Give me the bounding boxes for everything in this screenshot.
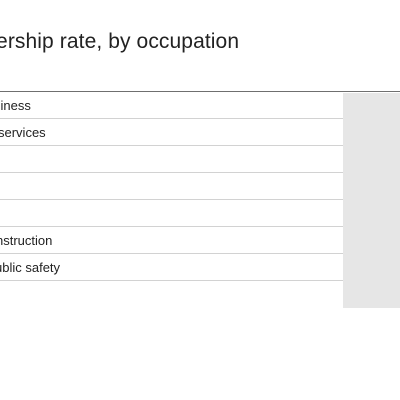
row-label: ublic safety (0, 260, 61, 275)
row-label: siness (0, 98, 31, 113)
table-row: ublic safety (0, 254, 343, 281)
table-row: nstruction (0, 227, 343, 254)
occupation-table: siness services nstruction ublic safety (0, 91, 400, 308)
table-row (0, 173, 343, 200)
row-label: nstruction (0, 233, 53, 248)
table-top-rule (0, 91, 400, 92)
table-row (0, 200, 343, 227)
table-row: services (0, 119, 343, 146)
page-title: wnership rate, by occupation (0, 30, 240, 53)
table-row (0, 146, 343, 173)
shaded-value-column (343, 93, 400, 308)
row-label: services (0, 125, 46, 140)
table-row: siness (0, 92, 343, 119)
